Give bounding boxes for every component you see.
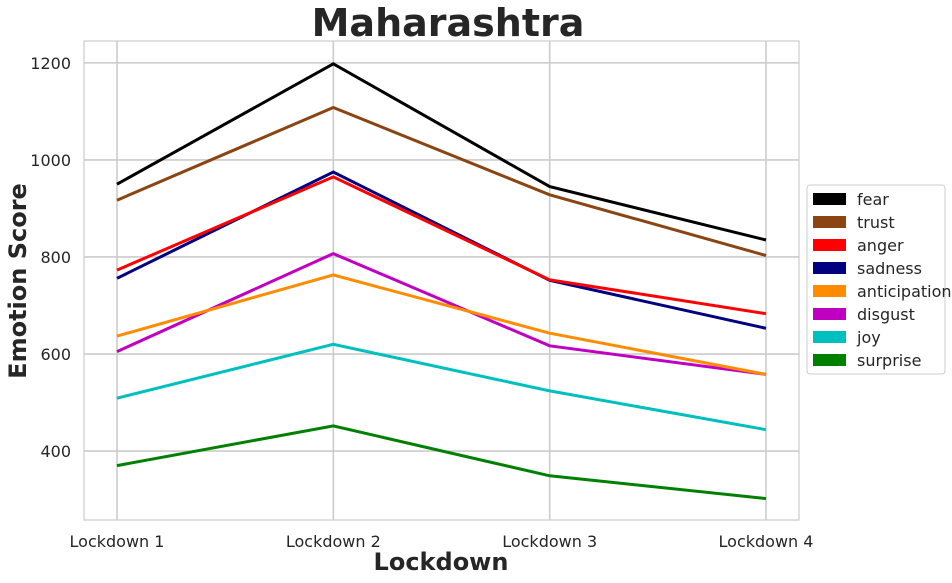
legend-item-trust: trust: [813, 213, 895, 232]
legend-swatch: [813, 216, 846, 228]
x-tick-label: Lockdown 2: [286, 532, 381, 551]
y-tick-label: 1200: [30, 54, 71, 73]
y-tick-label: 1000: [30, 151, 71, 170]
legend-item-fear: fear: [813, 190, 889, 209]
legend-item-anger: anger: [813, 236, 904, 255]
legend-swatch: [813, 354, 846, 366]
legend-swatch: [813, 239, 846, 251]
legend-swatch: [813, 308, 846, 320]
series-line-sadness: [116, 170, 767, 330]
series-line-fear: [116, 62, 767, 242]
x-tick-label: Lockdown 3: [502, 532, 597, 551]
plot-area: [83, 40, 800, 521]
legend-label: anger: [857, 236, 904, 255]
y-tick-label: 400: [40, 442, 71, 461]
legend-item-joy: joy: [813, 328, 881, 347]
legend-label: disgust: [857, 305, 915, 324]
plot-frame: [83, 40, 800, 521]
x-axis-ticks: Lockdown 1 Lockdown 2 Lockdown 3 Lockdown 4: [70, 532, 814, 551]
y-axis-label: Emotion Score: [4, 183, 32, 379]
x-tick-label: Lockdown 1: [70, 532, 165, 551]
legend-swatch: [813, 331, 846, 343]
legend-label: trust: [857, 213, 895, 232]
legend-item-anticipation: anticipation: [813, 282, 952, 301]
legend-box: [806, 184, 946, 375]
series-line-trust: [116, 105, 767, 257]
legend-label: anticipation: [857, 282, 952, 301]
series-line-surprise: [116, 424, 767, 501]
x-axis-label: Lockdown: [374, 548, 509, 576]
chart-title: Maharashtra: [312, 1, 585, 45]
legend-swatch: [813, 193, 846, 205]
y-tick-label: 800: [40, 248, 71, 267]
series-line-anger: [116, 175, 767, 316]
x-tick-label: Lockdown 4: [719, 532, 814, 551]
legend-swatch: [813, 262, 846, 274]
series-line-joy: [116, 342, 767, 432]
series-line-anticipation: [116, 273, 767, 376]
legend-item-disgust: disgust: [813, 305, 915, 324]
y-axis-ticks: 400 600 800 1000 1200: [30, 54, 71, 461]
legend-label: sadness: [857, 259, 922, 278]
legend: fear trust anger sadness anticipation disgust…: [806, 184, 952, 375]
legend-swatch: [813, 285, 846, 297]
legend-label: surprise: [857, 351, 921, 370]
legend-label: joy: [856, 328, 881, 347]
legend-item-surprise: surprise: [813, 351, 921, 370]
legend-item-sadness: sadness: [813, 259, 922, 278]
legend-label: fear: [857, 190, 889, 209]
series-line-disgust: [116, 251, 767, 376]
y-tick-label: 600: [40, 345, 71, 364]
